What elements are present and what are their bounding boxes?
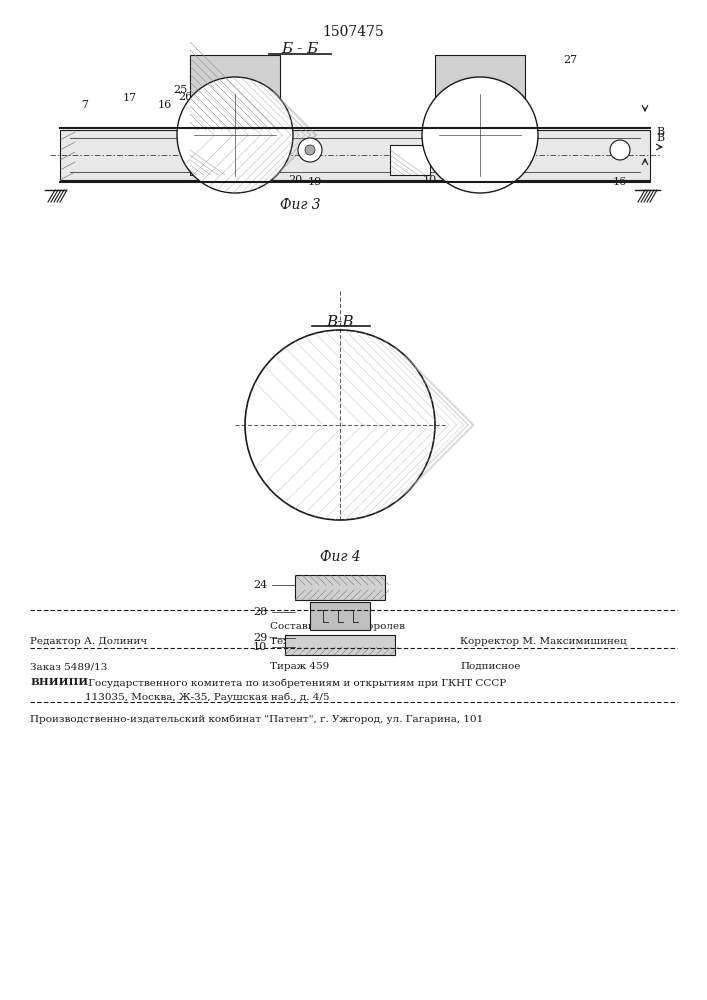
- Bar: [310, 602, 370, 630]
- Text: 18: 18: [183, 125, 197, 135]
- Text: В-В: В-В: [326, 315, 354, 329]
- Text: 1507475: 1507475: [322, 25, 384, 39]
- Text: 16: 16: [158, 100, 172, 110]
- Text: 10: 10: [423, 175, 437, 185]
- Text: Фиг 3: Фиг 3: [280, 198, 320, 212]
- Circle shape: [245, 330, 435, 520]
- Text: 5: 5: [251, 398, 259, 412]
- Text: 25: 25: [173, 85, 187, 95]
- Text: Составитель М. Королев: Составитель М. Королев: [270, 622, 405, 631]
- Text: Корректор М. Максимишинец: Корректор М. Максимишинец: [460, 637, 626, 646]
- Text: 28: 28: [253, 607, 267, 617]
- Circle shape: [298, 138, 322, 162]
- Polygon shape: [190, 55, 280, 130]
- Text: Подписное: Подписное: [460, 662, 520, 671]
- Text: ВНИИПИ: ВНИИПИ: [30, 678, 88, 687]
- Bar: [295, 575, 385, 600]
- Text: Заказ 5489/13: Заказ 5489/13: [30, 662, 107, 671]
- Text: 24: 24: [253, 580, 267, 590]
- Text: 17: 17: [123, 93, 137, 103]
- Text: Фиг 4: Фиг 4: [320, 550, 361, 564]
- Text: 20: 20: [288, 175, 302, 185]
- Polygon shape: [60, 130, 650, 180]
- Text: В: В: [656, 127, 664, 137]
- Text: 19: 19: [308, 177, 322, 187]
- Text: 29: 29: [253, 633, 267, 643]
- Text: 10: 10: [253, 642, 267, 652]
- Bar: [285, 635, 395, 655]
- Circle shape: [177, 77, 293, 193]
- Text: 113035, Москва, Ж-35, Раушская наб., д. 4/5: 113035, Москва, Ж-35, Раушская наб., д. …: [85, 692, 329, 702]
- Text: 26: 26: [178, 92, 192, 102]
- Text: 16: 16: [613, 177, 627, 187]
- Text: Производственно-издательский комбинат "Патент", г. Ужгород, ул. Гагарина, 101: Производственно-издательский комбинат "П…: [30, 715, 484, 724]
- Circle shape: [422, 77, 538, 193]
- Polygon shape: [435, 55, 525, 130]
- Text: 7: 7: [81, 100, 88, 110]
- Text: Государственного комитета по изобретениям и открытиям при ГКНТ СССР: Государственного комитета по изобретения…: [85, 678, 506, 688]
- Circle shape: [610, 140, 630, 160]
- Text: Тираж 459: Тираж 459: [270, 662, 329, 671]
- Text: 27: 27: [563, 55, 577, 65]
- Circle shape: [305, 145, 315, 155]
- Text: В: В: [656, 133, 664, 143]
- Bar: [190, 145, 230, 175]
- Text: Б - Б: Б - Б: [281, 42, 319, 56]
- Text: 24: 24: [188, 75, 202, 85]
- Text: Редактор А. Долинич: Редактор А. Долинич: [30, 637, 147, 646]
- Text: Техред И.Верес: Техред И.Верес: [270, 637, 356, 646]
- Bar: [390, 145, 430, 175]
